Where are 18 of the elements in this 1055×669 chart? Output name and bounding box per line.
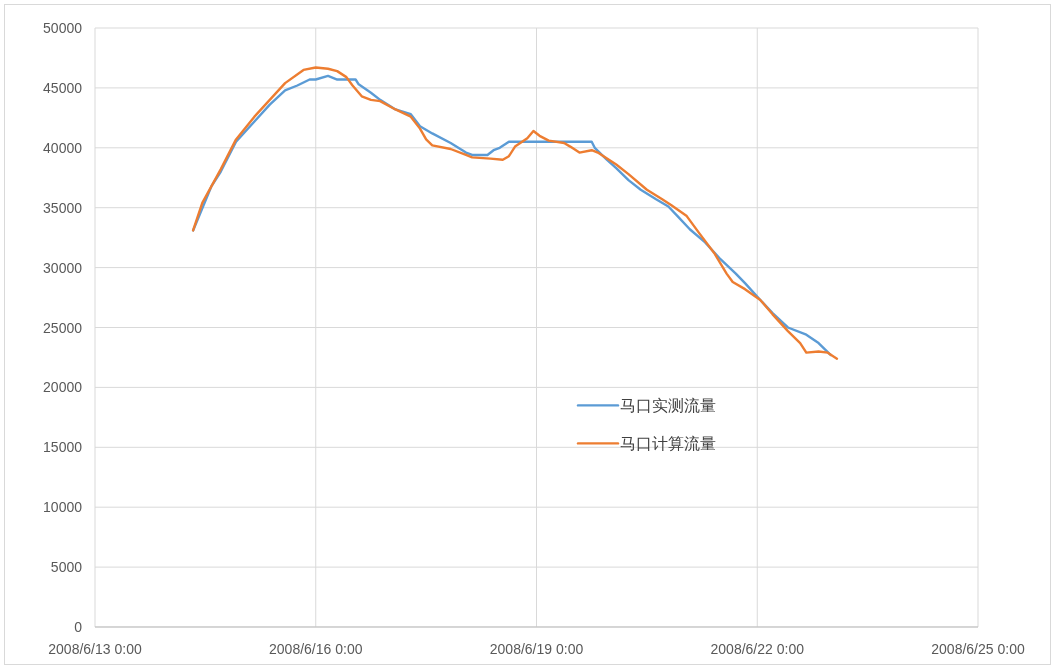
y-tick-label: 35000 [43,199,83,216]
x-tick-label: 2008/6/16 0:00 [269,641,363,657]
y-tick-label: 45000 [43,79,83,96]
y-tick-label: 50000 [43,20,83,36]
legend-label: 马口计算流量 [620,434,716,452]
x-tick-label: 2008/6/19 0:00 [489,641,584,657]
y-tick-label: 40000 [43,139,83,156]
legend-label: 马口实测流量 [620,396,716,414]
y-tick-label: 25000 [43,319,83,336]
x-tick-label: 2008/6/13 0:00 [48,641,142,657]
x-tick-label: 2008/6/22 0:00 [710,641,805,657]
y-tick-label: 20000 [43,379,83,396]
y-tick-label: 5000 [50,559,83,576]
y-tick-label: 10000 [43,499,83,516]
y-tick-label: 30000 [43,259,83,276]
x-tick-label: 2008/6/25 0:00 [931,641,1025,657]
y-tick-label: 15000 [43,439,83,456]
y-tick-label: 0 [74,619,83,635]
